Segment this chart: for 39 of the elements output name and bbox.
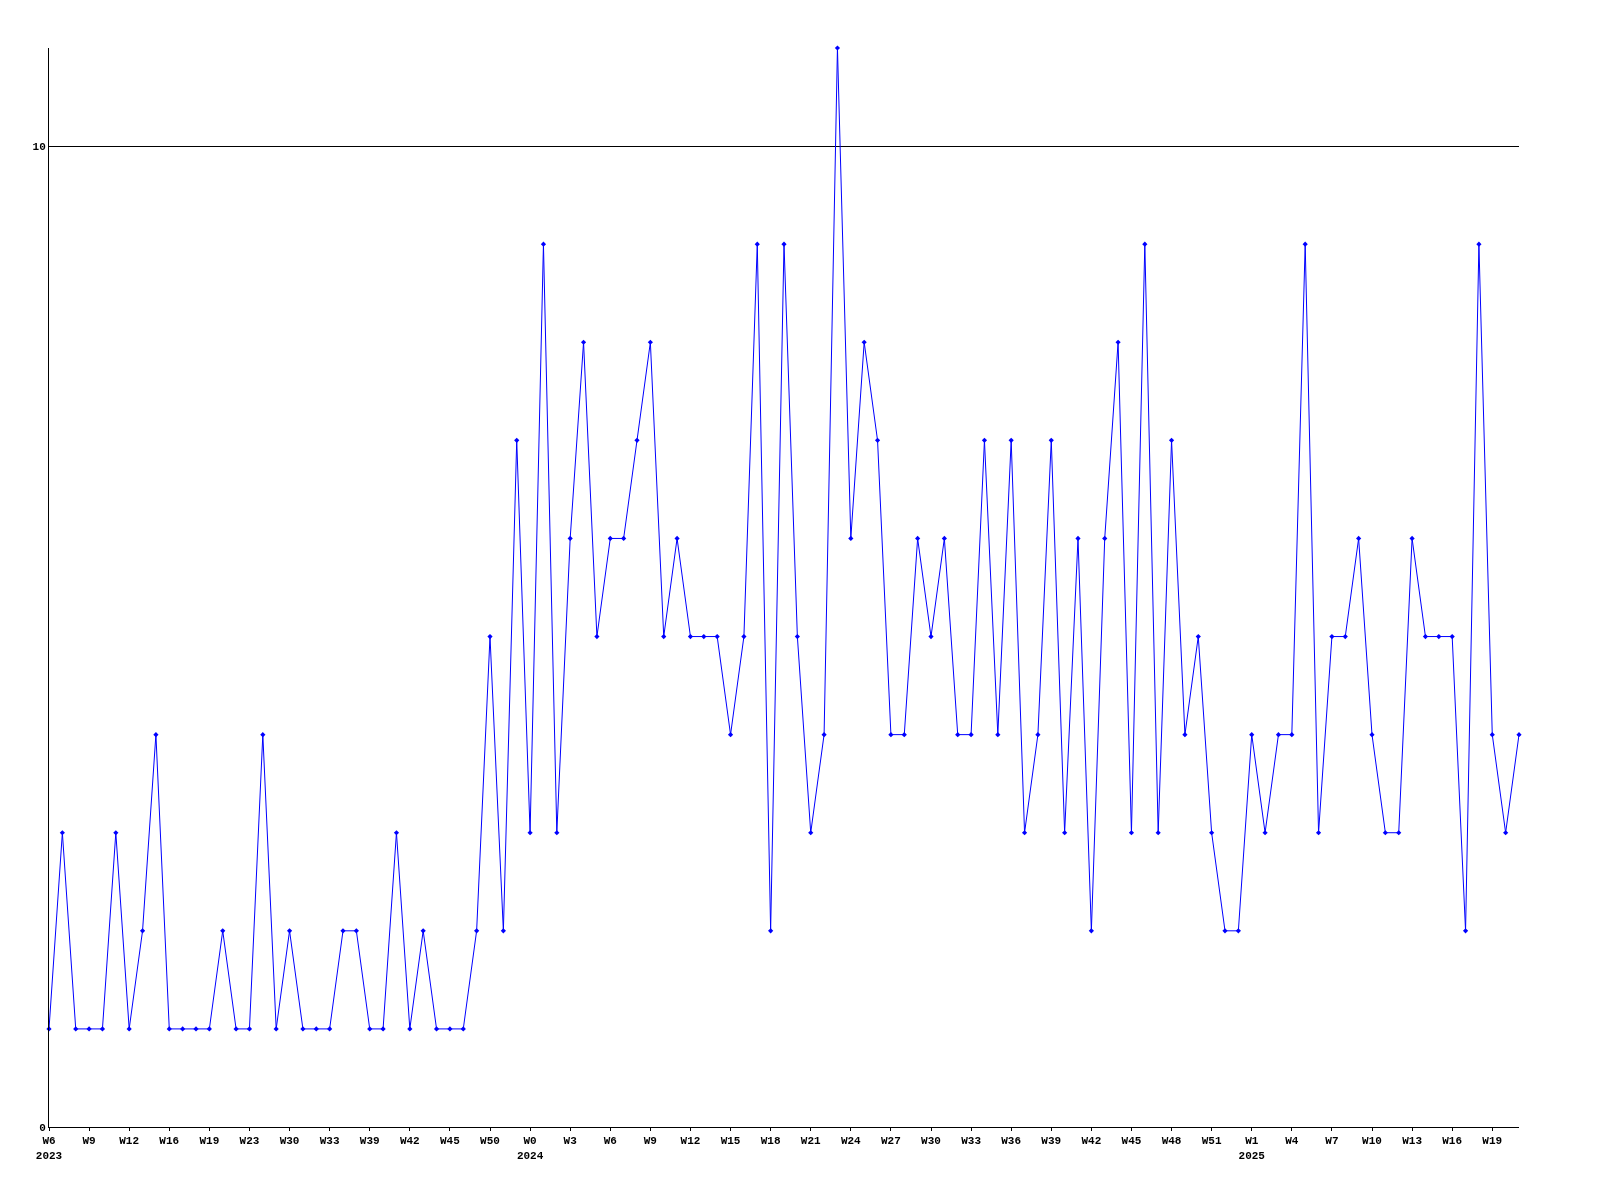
x-tick-label: W24 xyxy=(840,1135,862,1148)
x-tick-label: W39 xyxy=(359,1135,380,1148)
x-tick-label: W42 xyxy=(1081,1135,1102,1148)
x-tick-label: W6 2023 xyxy=(35,1135,63,1162)
x-tick-label: W27 xyxy=(881,1135,901,1148)
x-tick-label: W7 xyxy=(1325,1135,1339,1148)
x-tick-label: W3 xyxy=(563,1135,578,1148)
x-tick-label: W18 xyxy=(760,1135,781,1148)
x-tick-label: W4 xyxy=(1285,1135,1299,1148)
x-tick-label: W36 xyxy=(1001,1135,1022,1148)
x-tick-label: W13 xyxy=(1402,1135,1423,1148)
x-tick-label: W19 xyxy=(199,1135,220,1148)
x-tick-label: W0 2024 xyxy=(516,1135,544,1162)
x-tick-label: W1 2025 xyxy=(1238,1135,1266,1162)
y-tick-label: 10 xyxy=(32,140,46,153)
x-tick-label: W42 xyxy=(399,1135,420,1148)
x-tick-label: W30 xyxy=(279,1135,300,1148)
x-tick-label: W45 xyxy=(1121,1135,1142,1148)
x-tick-label: W16 xyxy=(159,1135,180,1148)
x-tick-label: W9 xyxy=(82,1135,96,1148)
x-tick-label: W15 xyxy=(720,1135,741,1148)
x-tick-label: W50 xyxy=(480,1135,500,1148)
x-tick-label: W19 xyxy=(1482,1135,1503,1148)
x-tick-label: W33 xyxy=(319,1135,340,1148)
x-tick-label: W12 xyxy=(680,1135,701,1148)
x-tick-label: W9 xyxy=(643,1135,657,1148)
x-tick-label: W48 xyxy=(1161,1135,1182,1148)
x-tick-label: W33 xyxy=(961,1135,982,1148)
x-tick-label: W6 xyxy=(603,1135,617,1148)
x-tick-label: W10 xyxy=(1362,1135,1382,1148)
x-tick-label: W30 xyxy=(921,1135,941,1148)
x-tick-label: W39 xyxy=(1041,1135,1062,1148)
x-tick-label: W21 xyxy=(800,1135,822,1148)
x-tick-label: W12 xyxy=(119,1135,140,1148)
y-tick-label: 0 xyxy=(39,1121,46,1134)
x-tick-label: W51 xyxy=(1201,1135,1222,1148)
x-tick-label: W16 xyxy=(1442,1135,1463,1148)
x-tick-label: W23 xyxy=(239,1135,260,1148)
x-tick-label: W45 xyxy=(440,1135,461,1148)
